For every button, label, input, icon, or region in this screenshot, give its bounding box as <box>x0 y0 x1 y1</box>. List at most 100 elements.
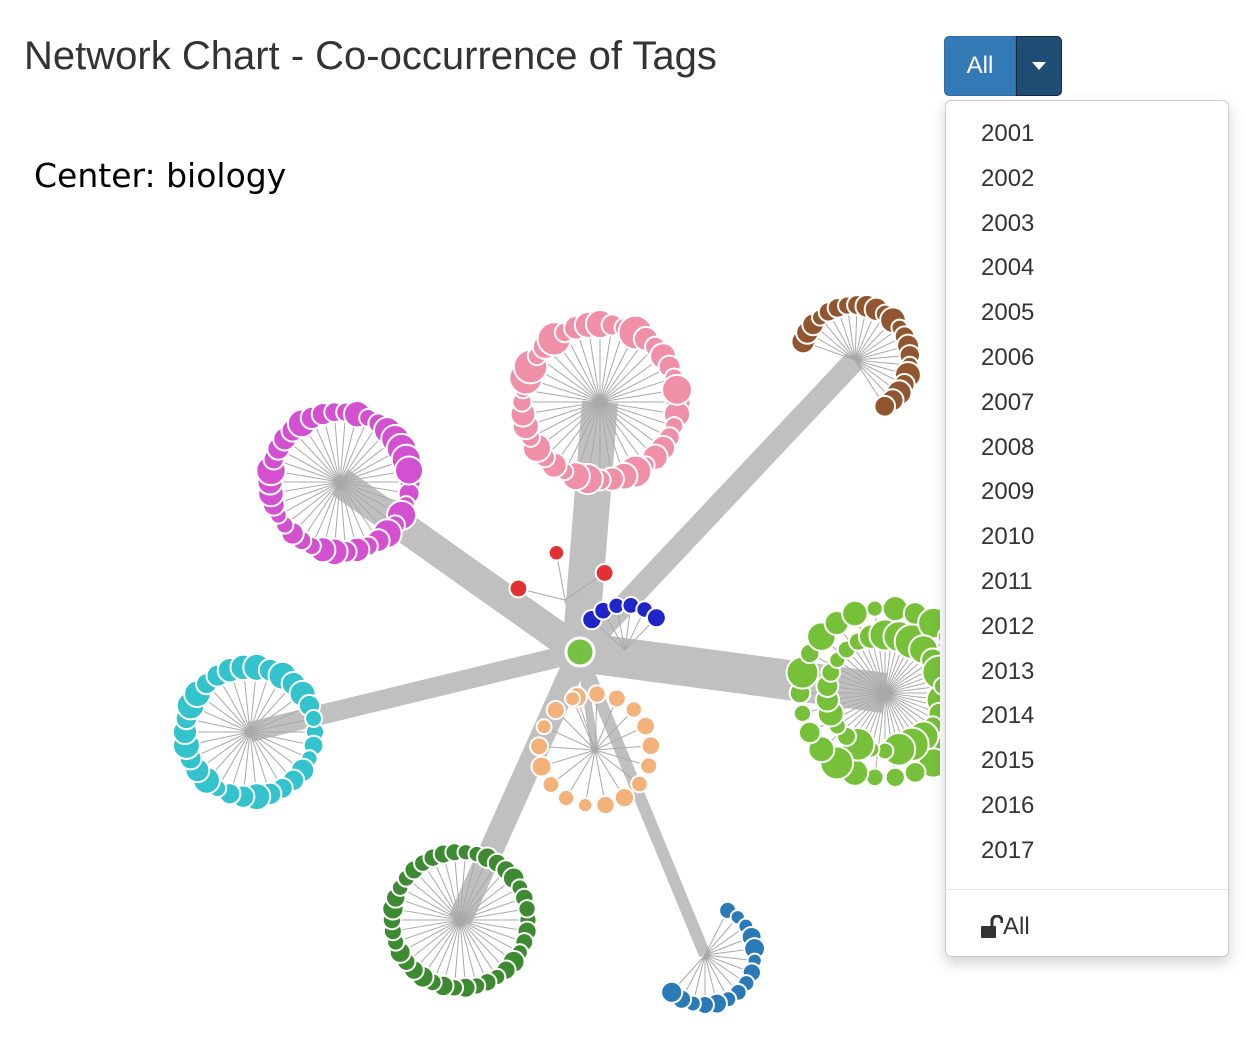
node-orange[interactable] <box>557 788 576 808</box>
spoke-dark-green <box>459 919 467 988</box>
year-filter-button-group: All <box>944 36 1062 96</box>
spoke-dark-green <box>422 862 461 921</box>
menu-item-year[interactable]: 2005 <box>981 299 1035 327</box>
node-pink[interactable] <box>661 373 693 406</box>
spoke-orange <box>594 749 640 785</box>
spoke-green <box>884 692 940 723</box>
spoke-magenta <box>339 417 369 483</box>
year-filter-button[interactable]: All <box>944 36 1016 96</box>
spoke-dark-green <box>413 919 461 971</box>
network-chart <box>171 293 940 1015</box>
node-green[interactable] <box>884 766 906 789</box>
spoke-magenta <box>339 481 369 547</box>
node-green[interactable] <box>792 703 813 723</box>
node-orange[interactable] <box>564 690 582 708</box>
spoke-pink <box>599 366 670 403</box>
spoke-dark-green <box>459 919 478 987</box>
menu-item-year[interactable]: 2009 <box>981 478 1035 506</box>
menu-item-year[interactable]: 2002 <box>981 164 1035 192</box>
node-blue[interactable] <box>660 980 684 1004</box>
node-red[interactable] <box>508 578 529 599</box>
node-orange[interactable] <box>529 736 550 757</box>
spoke-dark-green <box>413 869 461 921</box>
menu-item-year[interactable]: 2006 <box>981 343 1035 371</box>
node-green[interactable] <box>936 626 940 647</box>
menu-item-year[interactable]: 2011 <box>981 567 1033 595</box>
node-orange[interactable] <box>630 774 649 794</box>
spoke-magenta <box>339 481 407 506</box>
node-brown[interactable] <box>873 394 897 418</box>
spoke-dark-green <box>442 919 461 987</box>
year-filter-toggle[interactable] <box>1016 36 1062 96</box>
node-orange[interactable] <box>587 684 607 704</box>
spoke-dark-green <box>459 919 521 953</box>
spoke-dark-green <box>432 857 461 921</box>
spoke-green <box>809 653 886 694</box>
node-red[interactable] <box>547 544 566 562</box>
menu-item-year[interactable]: 2007 <box>981 388 1035 416</box>
spoke-magenta <box>278 481 341 516</box>
node-orange[interactable] <box>545 700 566 721</box>
node-green[interactable] <box>932 676 940 696</box>
node-orange[interactable] <box>541 775 561 794</box>
menu-item-year[interactable]: 2012 <box>981 612 1035 640</box>
node-orange[interactable] <box>640 735 662 757</box>
node-green[interactable] <box>841 599 869 628</box>
menu-item-year[interactable]: 2010 <box>981 523 1035 551</box>
spoke-magenta <box>301 481 341 541</box>
node-magenta[interactable] <box>394 455 425 486</box>
menu-item-all[interactable]: All <box>981 907 1030 947</box>
spoke-green <box>836 692 886 727</box>
node-dark-green[interactable] <box>517 899 537 919</box>
node-orange[interactable] <box>639 756 659 776</box>
node-orange[interactable] <box>530 755 553 778</box>
spoke-green <box>821 692 886 750</box>
spoke-pink <box>564 401 601 472</box>
spoke-dark-green <box>395 897 461 921</box>
spoke-dark-green <box>459 853 478 921</box>
menu-item-all-label: All <box>1003 913 1030 940</box>
menu-item-year[interactable]: 2008 <box>981 433 1035 461</box>
menu-item-year[interactable]: 2016 <box>981 791 1035 819</box>
cluster-edge-magenta <box>331 469 589 665</box>
center-node[interactable] <box>564 636 596 668</box>
spoke-magenta <box>339 412 347 483</box>
year-option-list: 2001 2002 2003 2004 2005 2006 2007 2008 2009 2010… <box>946 101 1228 874</box>
spoke-cyan <box>249 731 314 747</box>
spoke-dark-green <box>459 919 525 943</box>
spoke-dark-green <box>459 887 521 921</box>
node-orange[interactable] <box>535 718 553 736</box>
node-orange[interactable] <box>595 794 616 816</box>
node-orange[interactable] <box>624 700 643 719</box>
menu-item-year[interactable]: 2017 <box>981 836 1035 864</box>
menu-item-year[interactable]: 2004 <box>981 254 1035 282</box>
spoke-dark-green <box>459 862 498 921</box>
menu-item-year[interactable]: 2015 <box>981 747 1035 775</box>
node-green[interactable] <box>917 606 940 640</box>
node-orange[interactable] <box>606 688 627 709</box>
spoke-magenta <box>339 481 410 495</box>
menu-item-year[interactable]: 2001 <box>981 120 1035 147</box>
spoke-green <box>802 692 886 714</box>
menu-item-year[interactable]: 2014 <box>981 702 1035 730</box>
menu-item-year[interactable]: 2003 <box>981 209 1035 237</box>
node-navy[interactable] <box>645 607 667 629</box>
spoke-pink <box>599 324 613 403</box>
node-red[interactable] <box>594 563 615 583</box>
spoke-brown <box>819 317 856 361</box>
node-green[interactable] <box>903 761 927 784</box>
node-green[interactable] <box>865 599 884 618</box>
year-dropdown-menu: 2001 2002 2003 2004 2005 2006 2007 2008 2009 2010… <box>945 100 1229 957</box>
spoke-orange <box>543 726 596 751</box>
menu-item-year[interactable]: 2013 <box>981 657 1035 685</box>
node-orange[interactable] <box>613 787 636 809</box>
spoke-magenta <box>284 481 341 526</box>
spoke-green <box>854 613 886 694</box>
node-orange[interactable] <box>635 715 656 737</box>
node-cyan[interactable] <box>304 709 324 728</box>
node-green[interactable] <box>797 720 822 745</box>
unlock-icon <box>981 915 1003 938</box>
spoke-dark-green <box>459 919 528 932</box>
spoke-dark-green <box>399 887 461 921</box>
node-orange[interactable] <box>577 796 594 814</box>
